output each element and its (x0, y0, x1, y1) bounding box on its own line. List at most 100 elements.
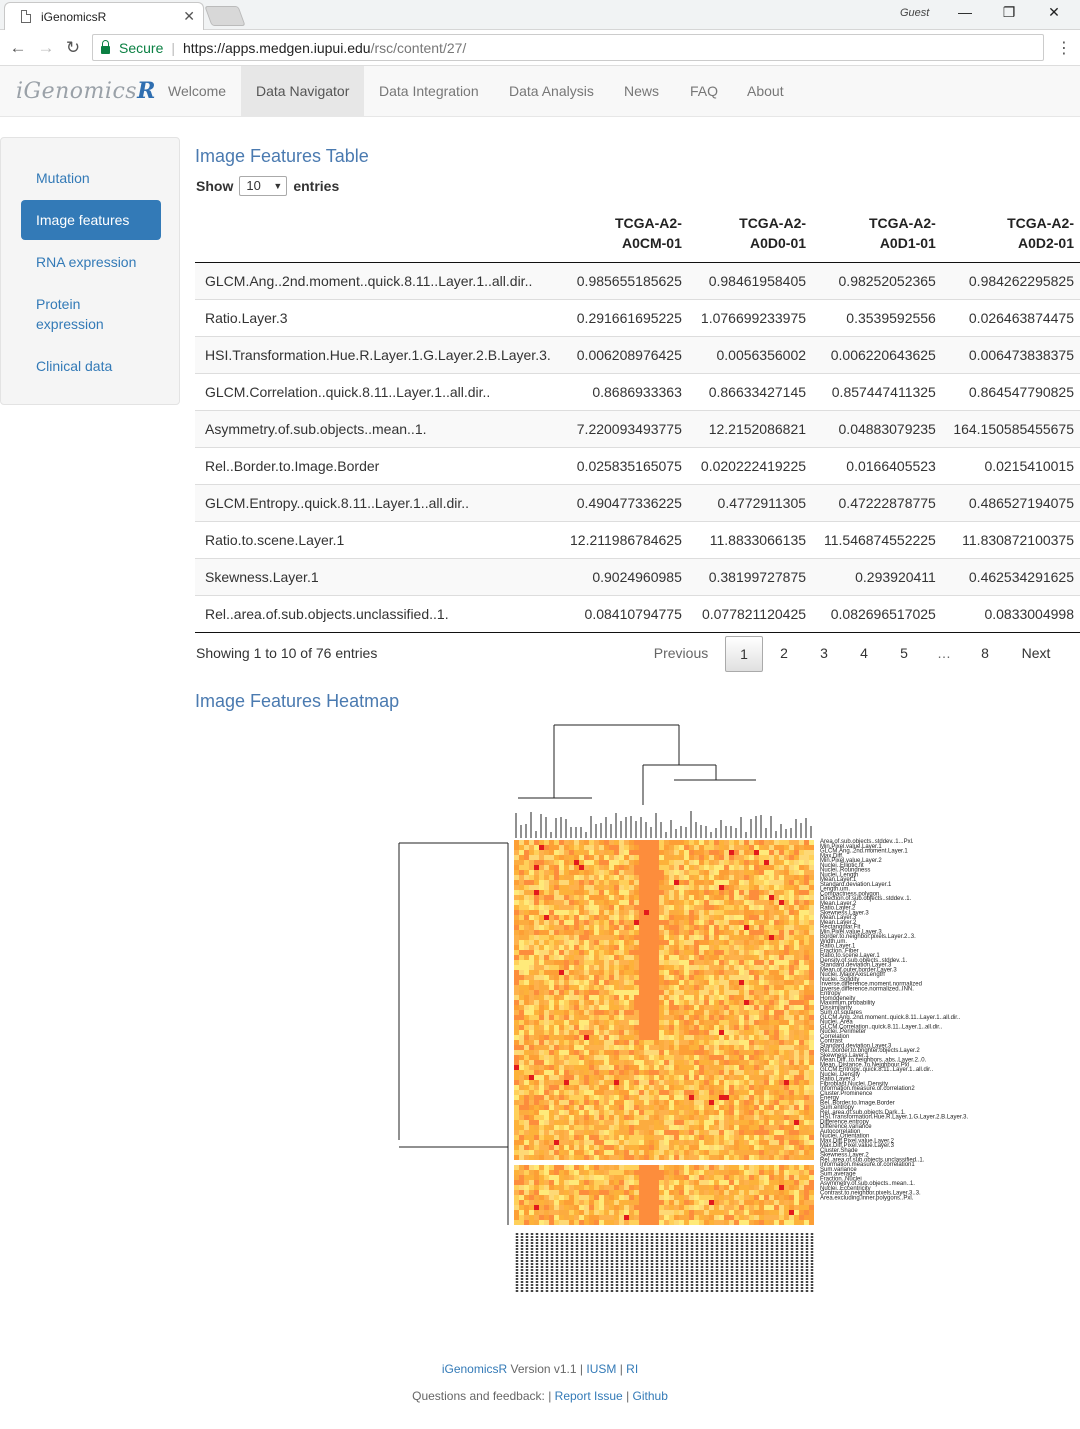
heatmap-cell (734, 985, 739, 990)
url-path: /rsc/content/27/ (370, 39, 467, 56)
heatmap-cell (669, 865, 674, 870)
forward-arrow-icon[interactable]: → (37, 38, 55, 57)
pagination-page-5[interactable]: 5 (900, 645, 908, 661)
heatmap-cell (549, 1010, 554, 1015)
heatmap-cell (739, 1050, 744, 1055)
heatmap-cell (564, 1015, 569, 1020)
heatmap-cell (549, 1155, 554, 1160)
pagination-page-8[interactable]: 8 (981, 645, 989, 661)
browser-tab[interactable]: iGenomicsR ✕ (4, 2, 204, 30)
pagination-next[interactable]: Next (1021, 645, 1051, 661)
heatmap-cell (519, 860, 524, 865)
nav-news[interactable]: News (624, 83, 660, 99)
nav-faq[interactable]: FAQ (690, 83, 719, 99)
entries-select[interactable]: 10 (239, 176, 288, 196)
column-header-sample[interactable]: TCGA-A2- A0D1-01 (812, 205, 942, 263)
heatmap-cell (564, 985, 569, 990)
heatmap-cell (564, 1085, 569, 1090)
heatmap-cell (574, 1135, 579, 1140)
heatmap-cell (709, 955, 714, 960)
heatmap-cell (714, 930, 719, 935)
heatmap-cell (804, 1175, 809, 1180)
nav-data-integration[interactable]: Data Integration (379, 83, 479, 99)
heatmap-cell (534, 1090, 539, 1095)
footer-link-iusm[interactable]: IUSM (586, 1362, 617, 1376)
heatmap-cell (559, 890, 564, 895)
heatmap-cell (729, 935, 734, 940)
heatmap-cell (639, 940, 644, 945)
window-close-icon[interactable]: ✕ (1048, 4, 1060, 20)
heatmap-cell (809, 1175, 814, 1180)
heatmap-cell (539, 980, 544, 985)
heatmap-cell (529, 1195, 534, 1200)
sidebar-item-image-features[interactable]: Image features (21, 200, 161, 240)
column-header-feature[interactable] (195, 205, 561, 263)
pagination-page-4[interactable]: 4 (860, 645, 868, 661)
heatmap-row-label: Length.um. (820, 887, 850, 893)
heatmap-cell (734, 1100, 739, 1105)
heatmap-cell (794, 910, 799, 915)
heatmap-cell (629, 890, 634, 895)
pagination-page-1[interactable]: 1 (725, 636, 763, 672)
pagination-page-3[interactable]: 3 (820, 645, 828, 661)
column-header-sample[interactable]: TCGA-A2- A0CM-01 (560, 205, 688, 263)
heatmap-cell (729, 1195, 734, 1200)
nav-about[interactable]: About (747, 83, 784, 99)
heatmap-cell (774, 965, 779, 970)
heatmap-cell (564, 1215, 569, 1220)
footer-link-github[interactable]: Github (632, 1389, 668, 1403)
heatmap-cell (739, 1195, 744, 1200)
heatmap-cell (529, 875, 534, 880)
nav-welcome[interactable]: Welcome (168, 83, 227, 99)
footer-link-report-issue[interactable]: Report Issue (554, 1389, 623, 1403)
sidebar-item-protein-expression[interactable]: Protein expression (36, 296, 104, 332)
heatmap-cell (754, 1220, 759, 1225)
heatmap-cell (514, 910, 519, 915)
back-arrow-icon[interactable]: ← (9, 38, 27, 57)
reload-icon[interactable]: ↻ (65, 38, 81, 57)
maximize-icon[interactable]: ❐ (1002, 4, 1016, 20)
sidebar-item-mutation[interactable]: Mutation (36, 170, 90, 186)
heatmap-cell (679, 1125, 684, 1130)
heatmap-cell (604, 1170, 609, 1175)
browser-menu-icon[interactable]: ⋮ (1056, 40, 1072, 57)
heatmap-cell (779, 1100, 784, 1105)
heatmap-cell (744, 1180, 749, 1185)
url-input[interactable]: Secure | https://apps.medgen.iupui.edu/r… (92, 34, 1044, 61)
heatmap-cell (809, 1080, 814, 1085)
heatmap-cell (549, 995, 554, 1000)
minimize-icon[interactable]: — (958, 4, 972, 20)
tab-close-icon[interactable]: ✕ (183, 8, 195, 24)
nav-data-navigator[interactable]: Data Navigator (241, 66, 365, 116)
pagination-previous[interactable]: Previous (653, 645, 709, 661)
heatmap-cell (604, 1150, 609, 1155)
sidebar-item-clinical-data[interactable]: Clinical data (36, 358, 113, 374)
nav-data-analysis[interactable]: Data Analysis (509, 83, 594, 99)
heatmap-cell (704, 1100, 709, 1105)
heatmap-cell (684, 1015, 689, 1020)
heatmap-cell (674, 840, 679, 845)
new-tab-button[interactable] (204, 6, 246, 26)
heatmap-cell (769, 1215, 774, 1220)
heatmap-cell (694, 1175, 699, 1180)
heatmap-cell (714, 1040, 719, 1045)
heatmap-cell (569, 1210, 574, 1215)
profile-label[interactable]: Guest (900, 7, 930, 19)
heatmap-cell (794, 1215, 799, 1220)
heatmap-cell (519, 1180, 524, 1185)
pagination-page-2[interactable]: 2 (780, 645, 788, 661)
heatmap-cell (639, 1085, 644, 1090)
heatmap-cell (609, 940, 614, 945)
sidebar-item-rna-expression[interactable]: RNA expression (36, 254, 137, 270)
heatmap-cell (584, 850, 589, 855)
heatmap-cell (734, 890, 739, 895)
heatmap-cell (769, 1095, 774, 1100)
heatmap-cell (624, 1035, 629, 1040)
footer-link-ri[interactable]: RI (626, 1362, 639, 1376)
column-header-sample[interactable]: TCGA-A2- A0D0-01 (687, 205, 813, 263)
column-header-sample[interactable]: TCGA-A2- A0D2-01 (941, 205, 1080, 263)
heatmap-cell (794, 935, 799, 940)
heatmap-cell (734, 1205, 739, 1210)
heatmap-cell (649, 1195, 654, 1200)
brand-logo[interactable]: iGenomicsR (16, 78, 156, 104)
